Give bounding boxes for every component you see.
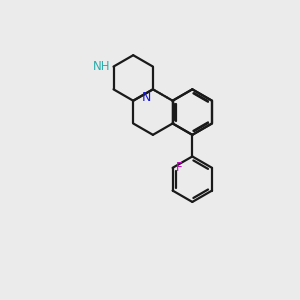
Text: NH: NH bbox=[93, 60, 111, 73]
Text: F: F bbox=[176, 161, 182, 174]
Text: N: N bbox=[142, 91, 152, 104]
